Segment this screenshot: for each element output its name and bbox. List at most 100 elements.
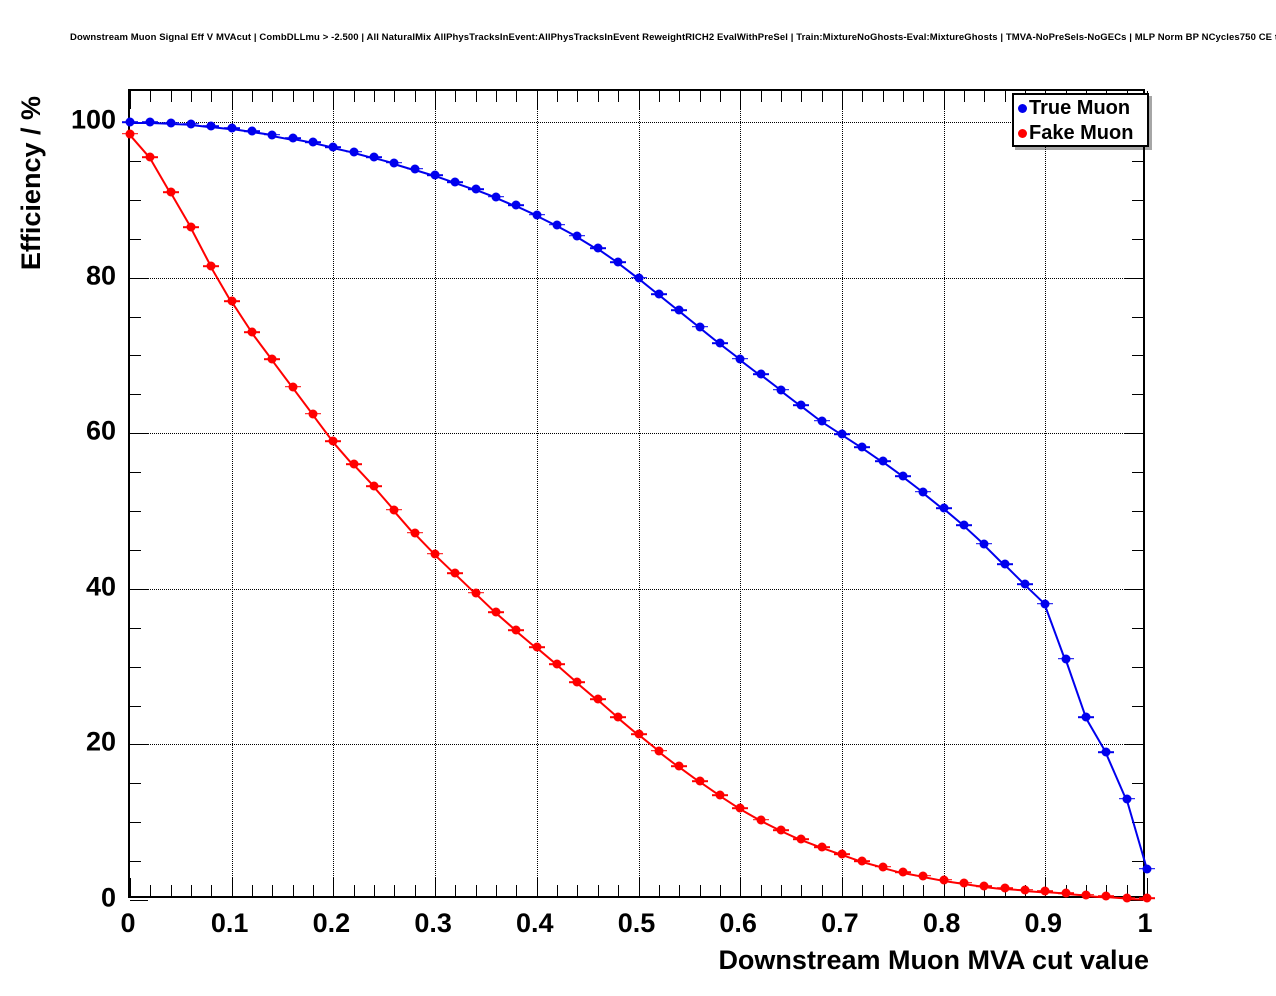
axis-tick bbox=[1132, 549, 1143, 551]
axis-tick bbox=[780, 885, 782, 896]
gridline-vertical bbox=[333, 91, 335, 896]
axis-tick bbox=[394, 885, 396, 896]
data-point bbox=[1061, 654, 1071, 664]
data-point bbox=[756, 369, 766, 379]
axis-tick bbox=[963, 91, 965, 102]
data-point bbox=[796, 400, 806, 410]
data-point bbox=[1000, 559, 1010, 569]
axis-tick bbox=[1132, 161, 1143, 162]
axis-tick bbox=[313, 885, 315, 896]
x-axis-tick-label: 1 bbox=[1137, 908, 1153, 938]
data-point bbox=[145, 152, 155, 162]
gridline-vertical bbox=[536, 91, 538, 896]
axis-tick bbox=[1125, 277, 1143, 279]
axis-tick bbox=[272, 91, 274, 102]
data-series-true-muon bbox=[122, 91, 1155, 896]
data-point bbox=[674, 305, 684, 315]
axis-tick bbox=[435, 878, 437, 896]
axis-tick bbox=[963, 885, 965, 896]
data-point bbox=[918, 487, 928, 497]
axis-tick bbox=[862, 91, 864, 102]
data-point bbox=[247, 126, 257, 136]
axis-tick bbox=[577, 885, 579, 896]
data-point bbox=[1122, 893, 1132, 903]
data-point bbox=[715, 338, 725, 348]
axis-tick bbox=[292, 885, 294, 896]
data-point bbox=[1101, 747, 1111, 757]
data-point bbox=[918, 871, 928, 881]
axis-tick bbox=[841, 878, 843, 896]
data-point bbox=[1142, 893, 1152, 903]
data-point bbox=[817, 416, 827, 426]
axis-tick bbox=[984, 885, 986, 896]
axis-tick bbox=[1132, 822, 1143, 824]
data-point bbox=[308, 409, 318, 419]
axis-tick bbox=[170, 885, 172, 896]
data-point bbox=[532, 642, 542, 652]
axis-tick bbox=[1132, 783, 1143, 785]
axis-tick bbox=[130, 627, 141, 629]
data-point bbox=[735, 354, 745, 364]
axis-tick bbox=[740, 91, 742, 109]
gridline-vertical bbox=[638, 91, 640, 896]
axis-tick bbox=[374, 885, 376, 896]
axis-tick bbox=[902, 91, 904, 102]
axis-tick bbox=[353, 885, 355, 896]
legend-item-true-muon[interactable]: True Muon bbox=[1018, 96, 1130, 120]
axis-tick bbox=[1004, 91, 1006, 102]
axis-tick bbox=[618, 885, 620, 896]
gridline-vertical bbox=[1045, 91, 1047, 896]
data-point bbox=[552, 659, 562, 669]
axis-tick bbox=[252, 885, 254, 896]
axis-tick bbox=[1132, 394, 1143, 396]
axis-tick bbox=[760, 885, 762, 896]
axis-tick bbox=[557, 885, 559, 896]
gridline-horizontal bbox=[130, 744, 1143, 746]
axis-tick bbox=[496, 91, 498, 102]
data-point bbox=[634, 729, 643, 739]
data-point bbox=[145, 117, 155, 127]
axis-tick bbox=[252, 91, 254, 102]
data-point bbox=[227, 123, 237, 133]
x-axis-tick-label: 0.4 bbox=[516, 908, 554, 938]
axis-tick bbox=[719, 885, 721, 896]
gridline-vertical bbox=[943, 91, 945, 896]
data-point bbox=[430, 170, 440, 180]
legend-item-fake-muon[interactable]: Fake Muon bbox=[1018, 121, 1133, 145]
axis-tick bbox=[679, 91, 681, 102]
data-point bbox=[572, 677, 582, 687]
y-axis-tick-label: 60 bbox=[85, 415, 116, 446]
axis-tick bbox=[516, 885, 518, 896]
data-point bbox=[1000, 883, 1010, 893]
x-axis-tick-label: 0 bbox=[120, 908, 136, 938]
x-axis-title: Downstream Muon MVA cut value bbox=[718, 945, 1149, 975]
data-point bbox=[349, 459, 359, 469]
data-series-fake-muon bbox=[122, 91, 1155, 903]
axis-tick bbox=[699, 885, 701, 896]
data-point bbox=[389, 505, 399, 514]
data-point bbox=[572, 231, 582, 241]
axis-tick bbox=[1125, 744, 1143, 746]
data-point bbox=[857, 856, 867, 866]
axis-tick bbox=[231, 878, 233, 896]
axis-tick bbox=[272, 885, 274, 896]
axis-tick bbox=[353, 91, 355, 102]
data-point bbox=[227, 296, 237, 306]
y-axis-tick-label: 0 bbox=[100, 882, 116, 913]
axis-tick bbox=[313, 91, 315, 102]
data-point bbox=[878, 862, 888, 872]
axis-tick bbox=[130, 472, 141, 474]
axis-tick bbox=[1132, 472, 1143, 474]
data-point bbox=[695, 776, 705, 786]
data-point bbox=[166, 187, 176, 197]
data-point bbox=[593, 694, 603, 704]
axis-tick bbox=[902, 885, 904, 896]
data-point bbox=[491, 192, 501, 202]
data-point bbox=[1122, 794, 1132, 804]
axis-tick bbox=[231, 91, 233, 109]
axis-tick bbox=[191, 885, 193, 896]
axis-tick bbox=[130, 355, 141, 357]
data-point bbox=[878, 456, 888, 466]
gridline-horizontal bbox=[130, 433, 1143, 435]
axis-tick bbox=[923, 885, 925, 896]
